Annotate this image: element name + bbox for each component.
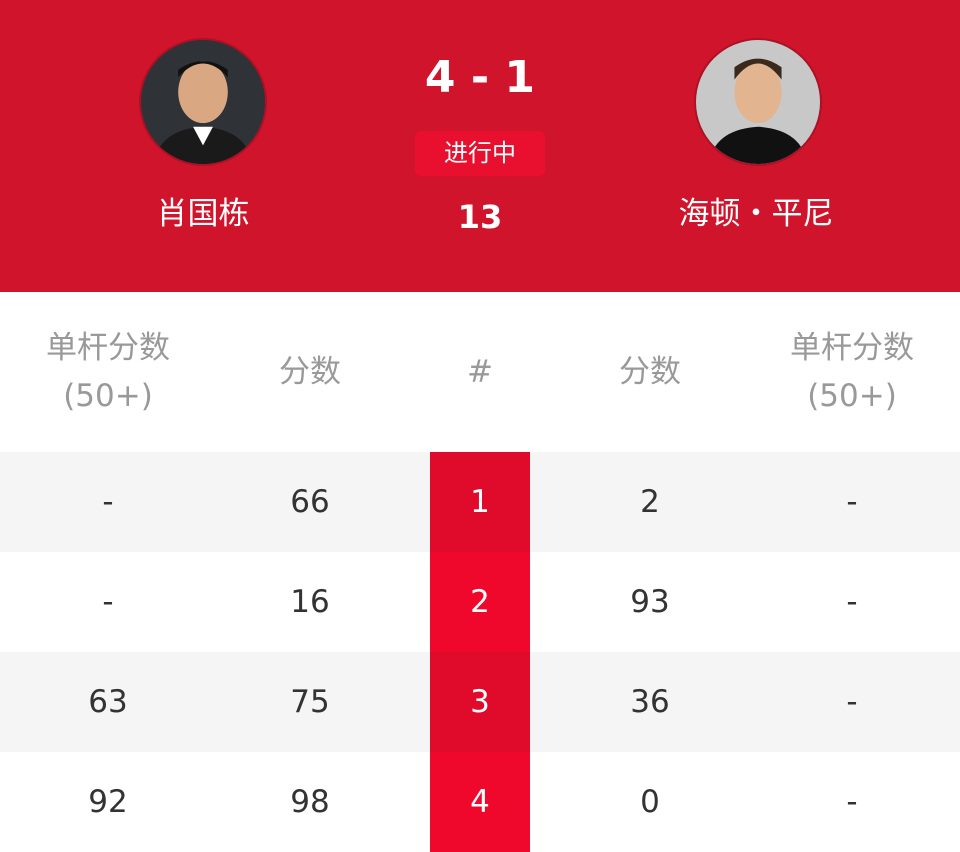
current-frame: 13	[457, 198, 503, 236]
cell-frame: 4	[430, 752, 530, 852]
cell-p1-score: 66	[290, 484, 330, 520]
header-text: (50+)	[63, 378, 153, 414]
cell-p1-break: 92	[88, 784, 128, 820]
match-score: 4 - 1	[424, 52, 536, 103]
cell-p2-score: 0	[640, 784, 660, 820]
player2-name: 海顿・平尼	[678, 196, 834, 232]
cell-frame: 1	[430, 452, 530, 552]
table-header: 单杆分数 (50+) 分数 # 分数 单杆分数 (50+)	[0, 292, 960, 452]
cell-p2-score: 93	[630, 584, 670, 620]
cell-p2-score: 2	[640, 484, 660, 520]
table-row: 92 98 4 0 -	[0, 752, 960, 852]
header-text: 单杆分数	[790, 330, 914, 366]
header-p2-break: 单杆分数 (50+)	[752, 324, 952, 420]
player1-name: 肖国栋	[156, 196, 250, 232]
header-text: (50+)	[807, 378, 897, 414]
header-p2-score: 分数	[619, 354, 681, 390]
cell-p1-score: 75	[290, 684, 330, 720]
header-p1-score: 分数	[279, 354, 341, 390]
match-header: 肖国栋 海顿・平尼 4 - 1 进行中 13	[0, 0, 960, 292]
header-text: 单杆分数	[46, 330, 170, 366]
header-p1-break: 单杆分数 (50+)	[8, 324, 208, 420]
table-row: - 16 2 93 -	[0, 552, 960, 652]
table-row: 63 75 3 36 -	[0, 652, 960, 752]
cell-p1-score: 16	[290, 584, 330, 620]
cell-p2-break: -	[846, 784, 858, 820]
cell-p1-break: -	[102, 584, 114, 620]
cell-p1-break: -	[102, 484, 114, 520]
cell-frame: 2	[430, 552, 530, 652]
player1-avatar[interactable]	[139, 38, 267, 166]
cell-p2-score: 36	[630, 684, 670, 720]
status-badge: 进行中	[415, 131, 545, 176]
player2-avatar[interactable]	[694, 38, 822, 166]
table-row: - 66 1 2 -	[0, 452, 960, 552]
header-frame: #	[467, 354, 493, 390]
cell-p1-score: 98	[290, 784, 330, 820]
cell-p2-break: -	[846, 584, 858, 620]
cell-p2-break: -	[846, 684, 858, 720]
cell-p2-break: -	[846, 484, 858, 520]
cell-frame: 3	[430, 652, 530, 752]
cell-p1-break: 63	[88, 684, 128, 720]
